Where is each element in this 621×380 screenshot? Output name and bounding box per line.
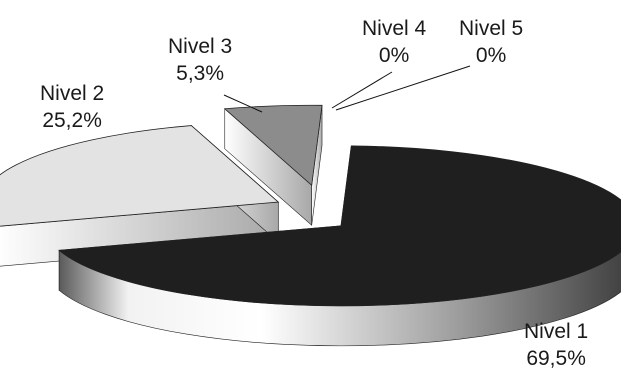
pie-slice-nivel-2 — [0, 124, 280, 267]
slice-label-nivel-5: Nivel 5 0% — [459, 15, 523, 69]
pie-slice-nivel-1 — [58, 145, 621, 347]
slice-value: 5,3% — [176, 62, 225, 85]
slice-name: Nivel 1 — [524, 320, 589, 343]
pie-slice-nivel-3 — [223, 104, 323, 226]
slice-name: Nivel 3 — [168, 35, 233, 58]
slice-label-nivel-1: Nivel 1 69,5% — [524, 318, 588, 372]
slice-value: 25,2% — [42, 109, 102, 132]
slice-top — [58, 145, 621, 307]
slice-name: Nivel 2 — [40, 82, 105, 105]
leader-line — [331, 71, 393, 109]
leader-line — [223, 94, 263, 113]
slice-label-nivel-2: Nivel 2 25,2% — [40, 80, 104, 134]
leader-line — [335, 65, 471, 111]
slice-name: Nivel 5 — [459, 17, 524, 40]
slice-name: Nivel 4 — [362, 17, 427, 40]
slice-value: 69,5% — [526, 347, 586, 370]
slice-value: 0% — [378, 44, 410, 67]
slice-label-nivel-4: Nivel 4 0% — [362, 15, 426, 69]
slice-top — [0, 125, 280, 227]
slice-value: 0% — [475, 44, 507, 67]
slice-top — [223, 104, 323, 187]
slice-label-nivel-3: Nivel 3 5,3% — [168, 33, 232, 87]
